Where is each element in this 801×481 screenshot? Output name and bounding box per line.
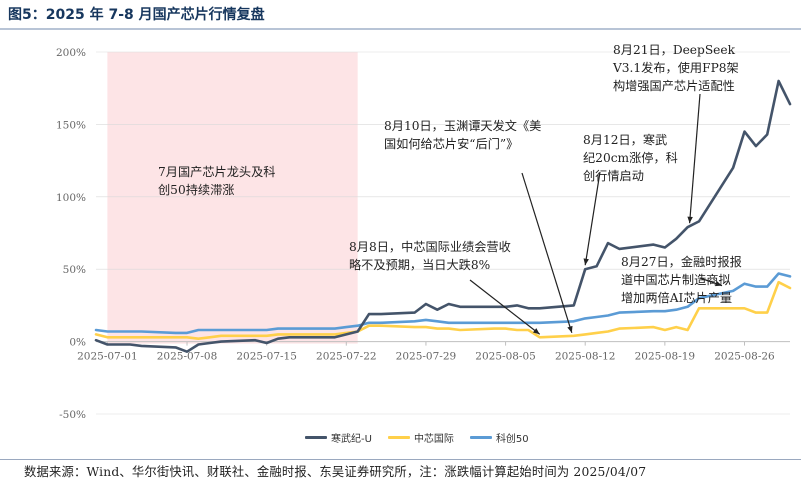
annotation-aug8: 8月8日，中芯国际业绩会营收 略不及预期，当日大跌8%: [349, 240, 511, 272]
y-tick-label: 200%: [56, 47, 86, 59]
source-note: 数据来源：Wind、华尔街快讯、财联社、金融时报、东吴证券研究所，注：涨跌幅计算…: [24, 465, 647, 479]
x-tick-label: 2025-07-15: [236, 351, 297, 363]
x-tick-label: 2025-08-12: [555, 351, 616, 363]
x-tick-label: 2025-08-19: [635, 351, 696, 363]
footer-divider: [0, 459, 801, 460]
x-tick-label: 2025-07-08: [157, 351, 218, 363]
arrow-aug21: [689, 93, 701, 224]
line-chart: -50% 0% 50% 100% 150% 200% 2025-07-01 2025-07-0…: [56, 47, 792, 421]
annotation-aug27: 8月27日，金融时报报 道中国芯片制造商拟 增加两倍AI芯片产量: [621, 255, 742, 305]
annotation-aug12: 8月12日，寒武 纪20cm涨停，科 创行情启动: [583, 133, 678, 183]
series-line-cambricon: [94, 79, 792, 354]
arrow-aug27-head: [715, 280, 722, 287]
y-tick-label: 150%: [56, 119, 86, 131]
legend-label-star50: 科创50: [495, 434, 529, 445]
legend-swatch-smic: [387, 436, 410, 439]
series-line-smic: [94, 280, 792, 341]
shaded-region: [107, 52, 358, 344]
arrow-aug21-head: [687, 216, 693, 224]
arrow-aug8: [469, 279, 541, 335]
arrow-aug8-head: [532, 328, 540, 335]
annotation-shaded-period: 7月国产芯片龙头及科 创50持续滞涨: [158, 165, 276, 197]
annotation-aug10: 8月10日，玉渊谭天发文《美 国如何给芯片安“后门”》: [384, 119, 542, 151]
series-line-star50: [94, 272, 792, 335]
y-tick-label: 100%: [56, 192, 86, 204]
x-tick-label: 2025-07-01: [77, 351, 138, 363]
x-tick-label: 2025-07-29: [396, 351, 457, 363]
x-tick-label: 2025-07-22: [316, 351, 377, 363]
x-tick-label: 2025-08-26: [714, 351, 775, 363]
legend-item-cambricon: 寒武纪-U: [305, 430, 372, 445]
chart-legend: 寒武纪-U 中芯国际 科创50: [305, 430, 529, 445]
y-tick-label: -50%: [59, 409, 86, 421]
figure-title: 图5：2025 年 7-8 月国产芯片行情复盘: [8, 7, 265, 23]
y-tick-label: 50%: [63, 264, 86, 276]
arrow-aug10-head: [567, 325, 573, 333]
legend-label-smic: 中芯国际: [413, 434, 454, 445]
legend-item-smic: 中芯国际: [387, 430, 454, 445]
legend-item-star50: 科创50: [469, 430, 529, 445]
legend-label-cambricon: 寒武纪-U: [331, 434, 372, 445]
legend-swatch-star50: [469, 436, 492, 439]
arrow-aug10: [521, 172, 573, 333]
arrow-aug12-head: [583, 258, 589, 266]
y-tick-label: 0%: [69, 337, 86, 349]
title-divider: [0, 28, 801, 30]
x-tick-label: 2025-08-05: [475, 351, 536, 363]
arrow-aug12: [584, 171, 601, 266]
legend-swatch-cambricon: [305, 436, 327, 439]
annotation-aug21: 8月21日，DeepSeek V3.1发布，使用FP8架 构增强国产芯片适配性: [613, 43, 739, 93]
